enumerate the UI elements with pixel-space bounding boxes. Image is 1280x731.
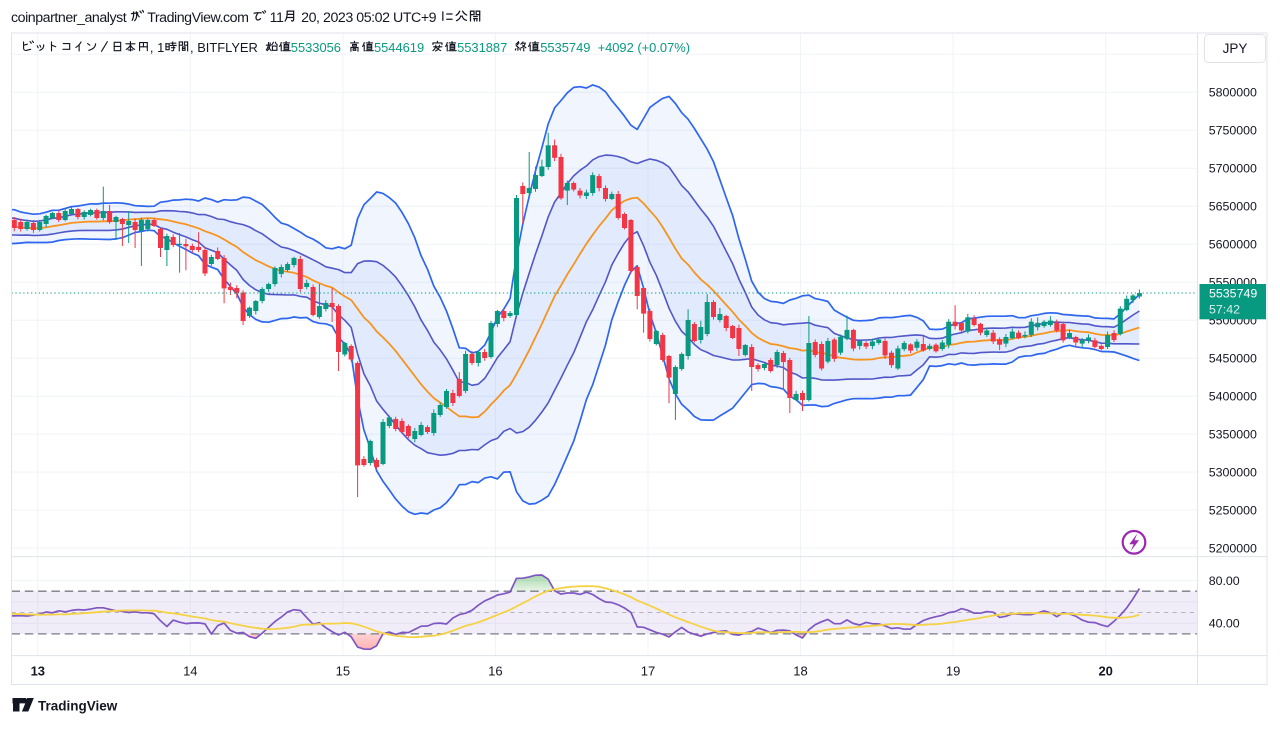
- svg-text:5250000: 5250000: [1209, 504, 1257, 518]
- svg-text:JPY: JPY: [1223, 41, 1248, 56]
- svg-text:40.00: 40.00: [1209, 617, 1240, 631]
- svg-text:5400000: 5400000: [1209, 390, 1257, 404]
- svg-text:5300000: 5300000: [1209, 466, 1257, 480]
- svg-text:17: 17: [641, 663, 655, 678]
- svg-text:TradingView: TradingView: [38, 699, 118, 714]
- svg-text:5200000: 5200000: [1209, 542, 1257, 556]
- svg-text:16: 16: [488, 663, 502, 678]
- svg-text:19: 19: [946, 663, 960, 678]
- svg-text:5450000: 5450000: [1209, 352, 1257, 366]
- svg-text:14: 14: [183, 663, 197, 678]
- svg-text:5535749: 5535749: [1209, 287, 1257, 301]
- svg-text:20: 20: [1098, 663, 1112, 678]
- svg-text:5350000: 5350000: [1209, 428, 1257, 442]
- svg-text:5700000: 5700000: [1209, 162, 1257, 176]
- svg-text:80.00: 80.00: [1209, 574, 1240, 588]
- svg-text:18: 18: [793, 663, 807, 678]
- svg-text:5750000: 5750000: [1209, 124, 1257, 138]
- svg-text:5650000: 5650000: [1209, 200, 1257, 214]
- svg-text:5800000: 5800000: [1209, 86, 1257, 100]
- svg-text:5600000: 5600000: [1209, 238, 1257, 252]
- svg-text:13: 13: [31, 663, 45, 678]
- svg-text:57:42: 57:42: [1209, 303, 1240, 317]
- svg-text:15: 15: [336, 663, 350, 678]
